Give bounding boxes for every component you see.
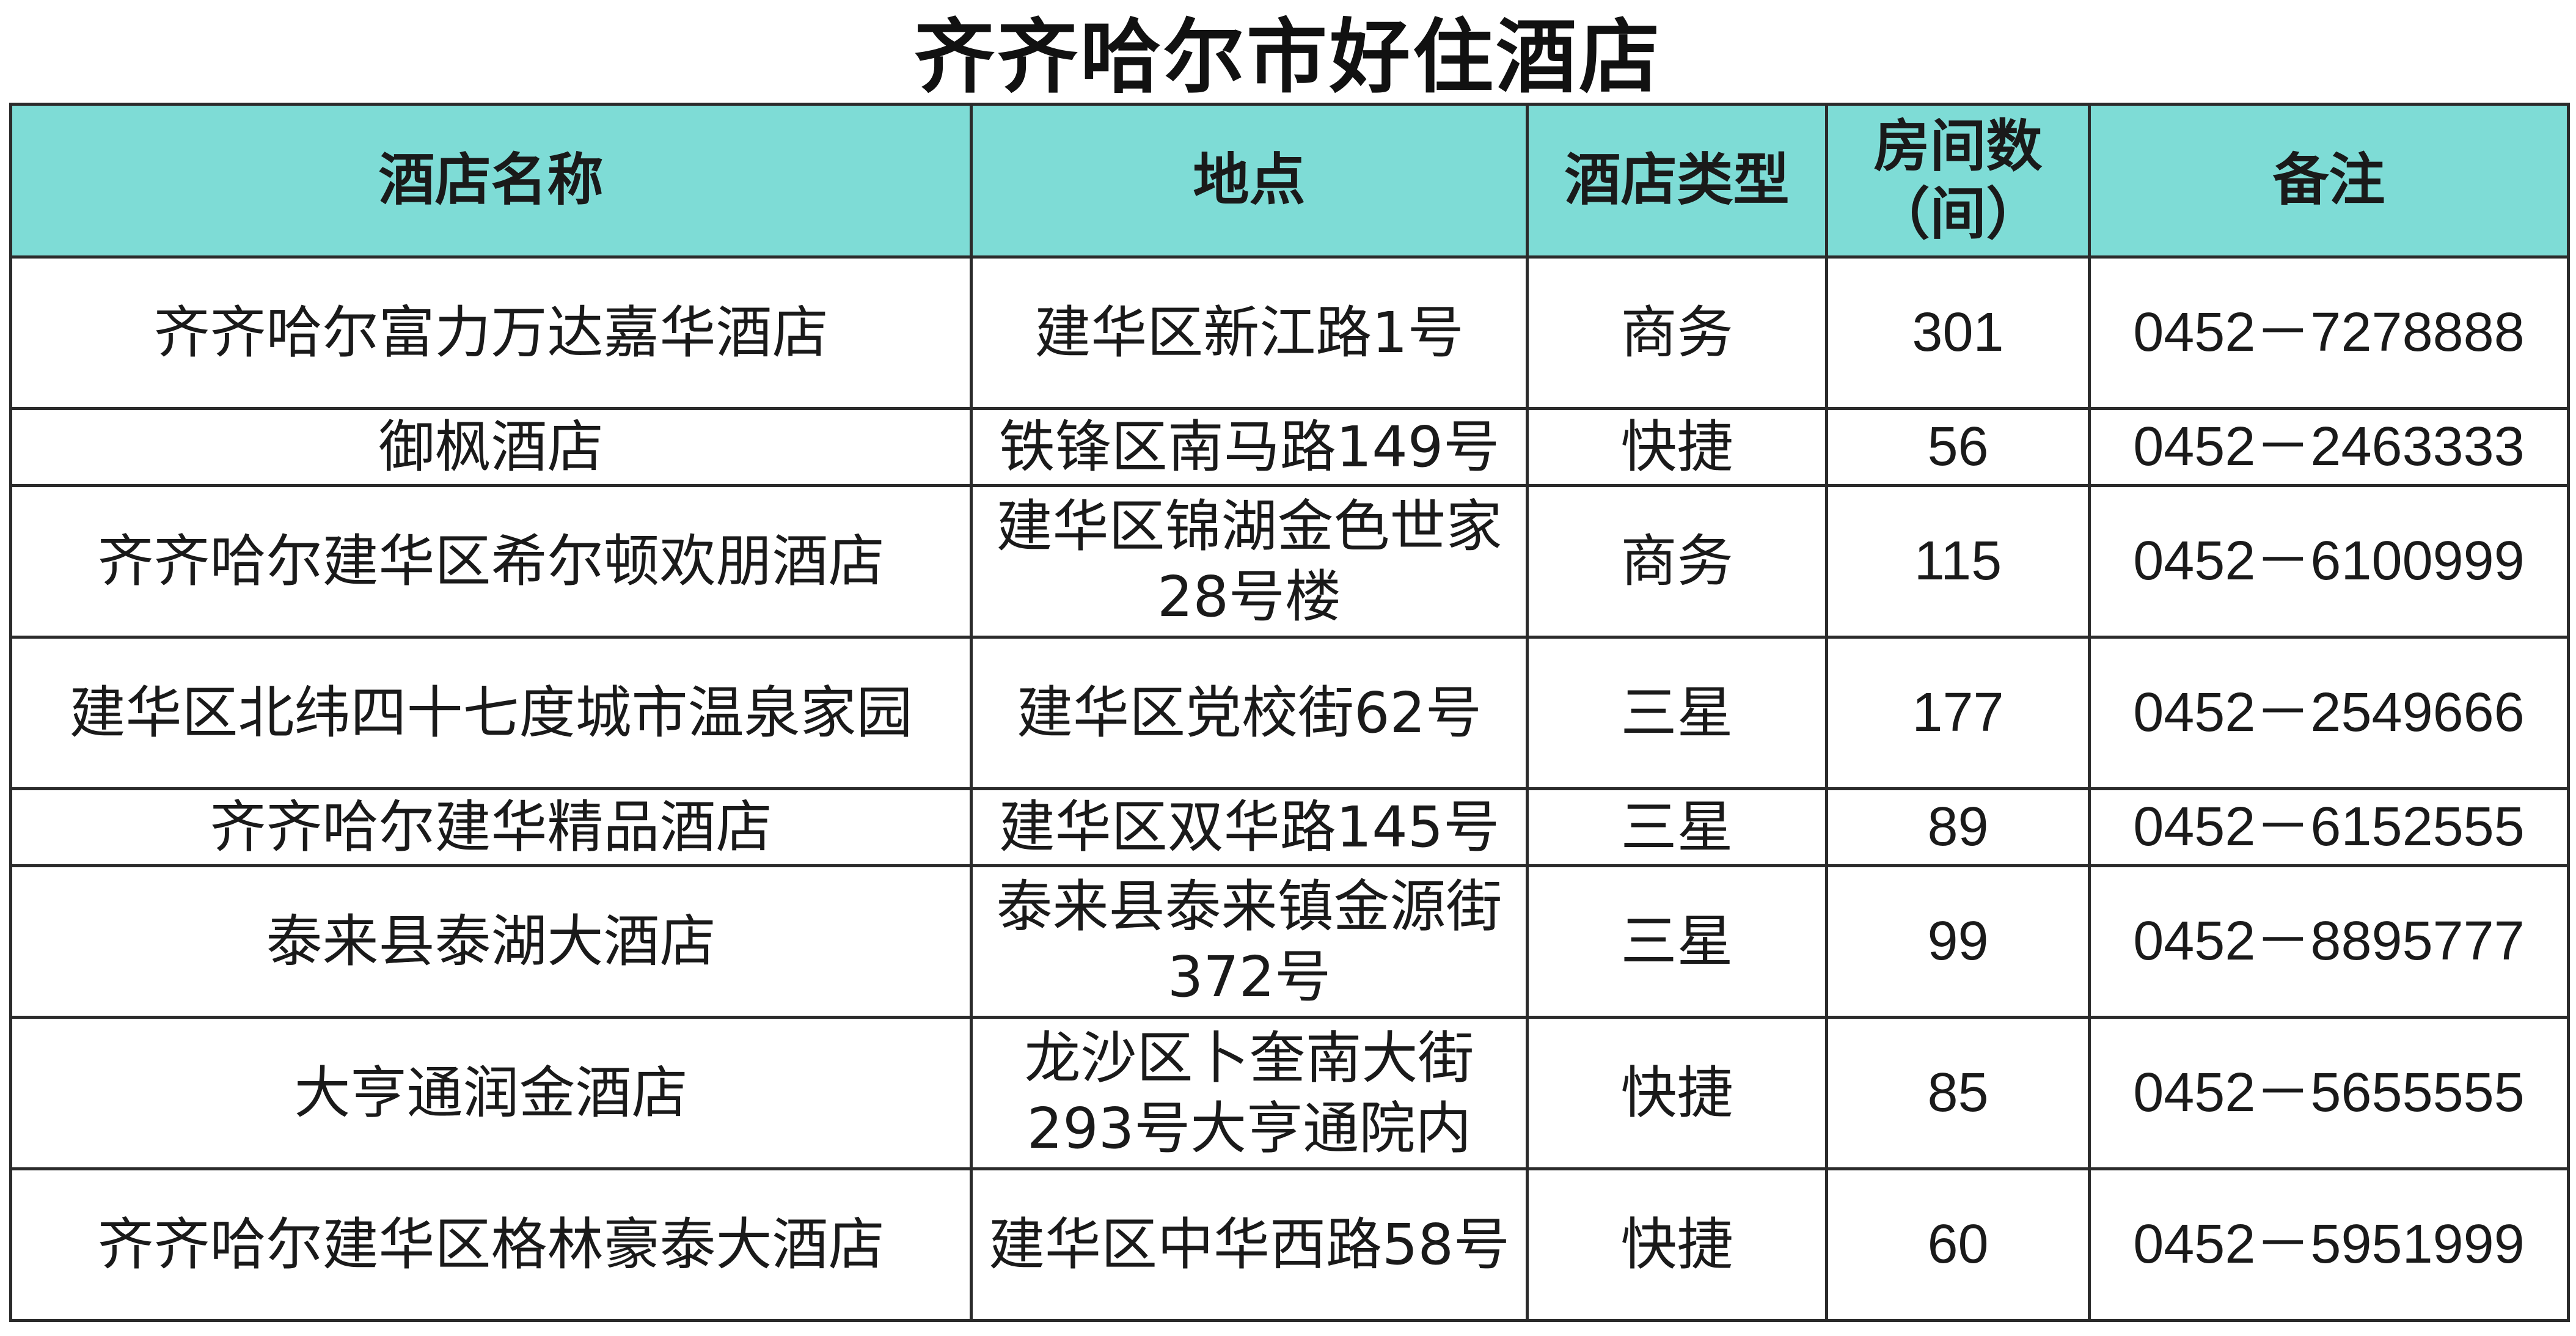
hotel-location-cell: 铁锋区南马路149号 — [970, 407, 1529, 487]
hotel-name-cell: 大亨通润金酒店 — [9, 1016, 973, 1170]
hotel-rooms-cell: 115 — [1825, 484, 2091, 639]
table-row: 大亨通润金酒店 龙沙区卜奎南大街293号大亨通院内 快捷 85 0452－565… — [9, 1016, 2570, 1170]
hotel-name-cell: 御枫酒店 — [9, 407, 973, 487]
hotel-location-cell: 建华区锦湖金色世家28号楼 — [970, 484, 1529, 639]
column-header-rooms: 房间数（间） — [1825, 103, 2091, 259]
hotel-rooms-cell: 177 — [1825, 636, 2091, 790]
column-header-type: 酒店类型 — [1526, 103, 1828, 259]
hotel-type-cell: 三星 — [1526, 864, 1828, 1019]
hotel-rooms-cell: 60 — [1825, 1167, 2091, 1322]
hotel-rooms-cell: 56 — [1825, 407, 2091, 487]
hotel-note-cell: 0452－2549666 — [2088, 636, 2570, 790]
hotel-type-cell: 三星 — [1526, 787, 1828, 867]
hotel-rooms-cell: 89 — [1825, 787, 2091, 867]
hotel-name-cell: 齐齐哈尔建华精品酒店 — [9, 787, 973, 867]
hotel-type-cell: 商务 — [1526, 255, 1828, 410]
hotel-note-cell: 0452－6152555 — [2088, 787, 2570, 867]
column-header-name: 酒店名称 — [9, 103, 973, 259]
hotel-name-cell: 建华区北纬四十七度城市温泉家园 — [9, 636, 973, 790]
hotel-location-cell: 建华区中华西路58号 — [970, 1167, 1529, 1322]
table-header-row: 酒店名称 地点 酒店类型 房间数（间） 备注 — [9, 103, 2570, 259]
column-header-note: 备注 — [2088, 103, 2570, 259]
hotel-note-cell: 0452－7278888 — [2088, 255, 2570, 410]
table-row: 泰来县泰湖大酒店 泰来县泰来镇金源街372号 三星 99 0452－889577… — [9, 864, 2570, 1019]
table-row: 齐齐哈尔富力万达嘉华酒店 建华区新江路1号 商务 301 0452－727888… — [9, 255, 2570, 410]
column-header-location: 地点 — [970, 103, 1529, 259]
hotel-rooms-cell: 85 — [1825, 1016, 2091, 1170]
hotel-name-cell: 泰来县泰湖大酒店 — [9, 864, 973, 1019]
hotel-note-cell: 0452－6100999 — [2088, 484, 2570, 639]
hotel-type-cell: 快捷 — [1526, 1016, 1828, 1170]
table-row: 齐齐哈尔建华区格林豪泰大酒店 建华区中华西路58号 快捷 60 0452－595… — [9, 1167, 2570, 1322]
hotel-name-cell: 齐齐哈尔建华区希尔顿欢朋酒店 — [9, 484, 973, 639]
table-row: 齐齐哈尔建华区希尔顿欢朋酒店 建华区锦湖金色世家28号楼 商务 115 0452… — [9, 484, 2570, 639]
table-row: 御枫酒店 铁锋区南马路149号 快捷 56 0452－2463333 — [9, 407, 2570, 487]
hotel-note-cell: 0452－5951999 — [2088, 1167, 2570, 1322]
hotel-location-cell: 建华区新江路1号 — [970, 255, 1529, 410]
hotel-location-cell: 建华区党校街62号 — [970, 636, 1529, 790]
hotel-note-cell: 0452－5655555 — [2088, 1016, 2570, 1170]
hotel-table: 酒店名称 地点 酒店类型 房间数（间） 备注 齐齐哈尔富力万达嘉华酒店 建华区新… — [9, 103, 2570, 1322]
table-row: 建华区北纬四十七度城市温泉家园 建华区党校街62号 三星 177 0452－25… — [9, 636, 2570, 790]
hotel-location-cell: 泰来县泰来镇金源街372号 — [970, 864, 1529, 1019]
hotel-type-cell: 快捷 — [1526, 1167, 1828, 1322]
hotel-note-cell: 0452－2463333 — [2088, 407, 2570, 487]
page-title: 齐齐哈尔市好住酒店 — [914, 10, 1662, 105]
hotel-name-cell: 齐齐哈尔建华区格林豪泰大酒店 — [9, 1167, 973, 1322]
hotel-type-cell: 三星 — [1526, 636, 1828, 790]
hotel-note-cell: 0452－8895777 — [2088, 864, 2570, 1019]
hotel-type-cell: 快捷 — [1526, 407, 1828, 487]
table-row: 齐齐哈尔建华精品酒店 建华区双华路145号 三星 89 0452－6152555 — [9, 787, 2570, 867]
hotel-location-cell: 建华区双华路145号 — [970, 787, 1529, 867]
hotel-name-cell: 齐齐哈尔富力万达嘉华酒店 — [9, 255, 973, 410]
hotel-rooms-cell: 99 — [1825, 864, 2091, 1019]
hotel-type-cell: 商务 — [1526, 484, 1828, 639]
hotel-location-cell: 龙沙区卜奎南大街293号大亨通院内 — [970, 1016, 1529, 1170]
hotel-rooms-cell: 301 — [1825, 255, 2091, 410]
